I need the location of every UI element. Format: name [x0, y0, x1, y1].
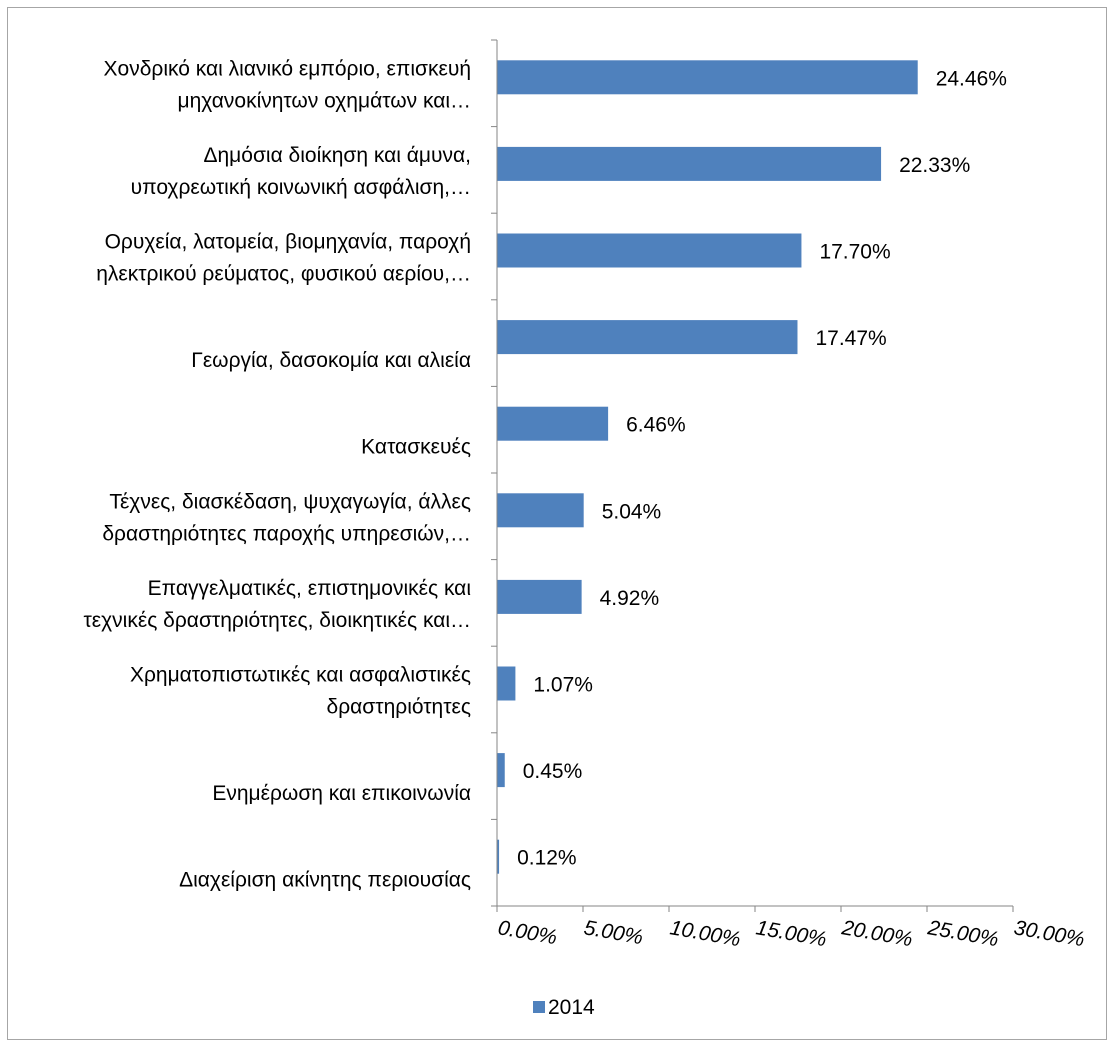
category-label: Χονδρικό και λιανικό εμπόριο, επισκευή — [104, 57, 471, 80]
bar — [497, 60, 918, 95]
bar — [497, 579, 582, 614]
x-tick-label: 30.00% — [1012, 916, 1086, 951]
data-label: 22.33% — [899, 154, 970, 177]
x-axis-tick-labels: 0.00% 5.00% 10.00% 15.00% 20.00% 25.00% 30.00% — [496, 916, 1086, 951]
data-label: 1.07% — [533, 674, 593, 697]
bars — [497, 60, 918, 874]
data-label: 17.70% — [819, 241, 890, 264]
data-label: 6.46% — [626, 414, 686, 437]
bar — [497, 839, 500, 874]
category-label: Δημόσια διοίκηση και άμυνα, — [203, 144, 471, 167]
legend-label: 2014 — [548, 996, 595, 1019]
data-labels: 24.46% 22.33% 17.70% 17.47% 6.46% 5.04% 4.92% 1… — [517, 67, 1007, 869]
category-labels: Χονδρικό και λιανικό εμπόριο, επισκευή μη… — [84, 57, 472, 891]
axes — [491, 39, 1014, 912]
data-label: 17.47% — [815, 327, 886, 350]
data-label: 24.46% — [936, 67, 1007, 90]
data-label: 0.45% — [523, 760, 583, 783]
category-label: Τέχνες, διασκέδαση, ψυχαγωγία, άλλες — [109, 490, 471, 513]
x-tick-label: 5.00% — [582, 916, 645, 949]
x-tick-label: 0.00% — [496, 916, 559, 949]
category-label: τεχνικές δραστηριότητες, διοικητικές και… — [84, 609, 472, 632]
category-label: δραστηριότητες — [327, 696, 471, 719]
x-tick-label: 25.00% — [925, 916, 1000, 951]
bar — [497, 753, 505, 788]
x-tick-label: 10.00% — [668, 916, 742, 951]
category-label: Ορυχεία, λατομεία, βιομηχανία, παροχή — [105, 231, 471, 254]
category-label: Διαχείριση ακίνητης περιουσίας — [179, 869, 471, 892]
data-label: 4.92% — [600, 587, 660, 610]
category-label: Χρηματοπιστωτικές και ασφαλιστικές — [130, 664, 471, 687]
category-label: ηλεκτρικού ρεύματος, φυσικού αερίου,… — [96, 263, 471, 286]
bar — [497, 666, 516, 701]
data-label: 0.12% — [517, 847, 577, 870]
category-label: μηχανοκίνητων οχημάτων και… — [178, 89, 471, 112]
category-label: δραστηριότητες παροχής υπηρεσιών,… — [102, 522, 471, 545]
category-label: Ενημέρωση και επικοινωνία — [212, 782, 471, 805]
x-tick-label: 20.00% — [839, 916, 914, 951]
legend-swatch — [533, 1001, 545, 1013]
bar — [497, 320, 798, 355]
legend: 2014 — [533, 996, 595, 1019]
bar — [497, 406, 609, 441]
data-label: 5.04% — [602, 500, 662, 523]
category-label: Κατασκευές — [361, 436, 471, 459]
x-tick-label: 15.00% — [754, 916, 828, 951]
bar — [497, 493, 584, 528]
category-label: Γεωργία, δασοκομία και αλιεία — [191, 349, 471, 372]
category-label: Επαγγελματικές, επιστημονικές και — [148, 577, 472, 600]
bar — [497, 146, 882, 181]
category-label: υποχρεωτική κοινωνική ασφάλιση,… — [131, 176, 471, 199]
bar — [497, 233, 802, 268]
